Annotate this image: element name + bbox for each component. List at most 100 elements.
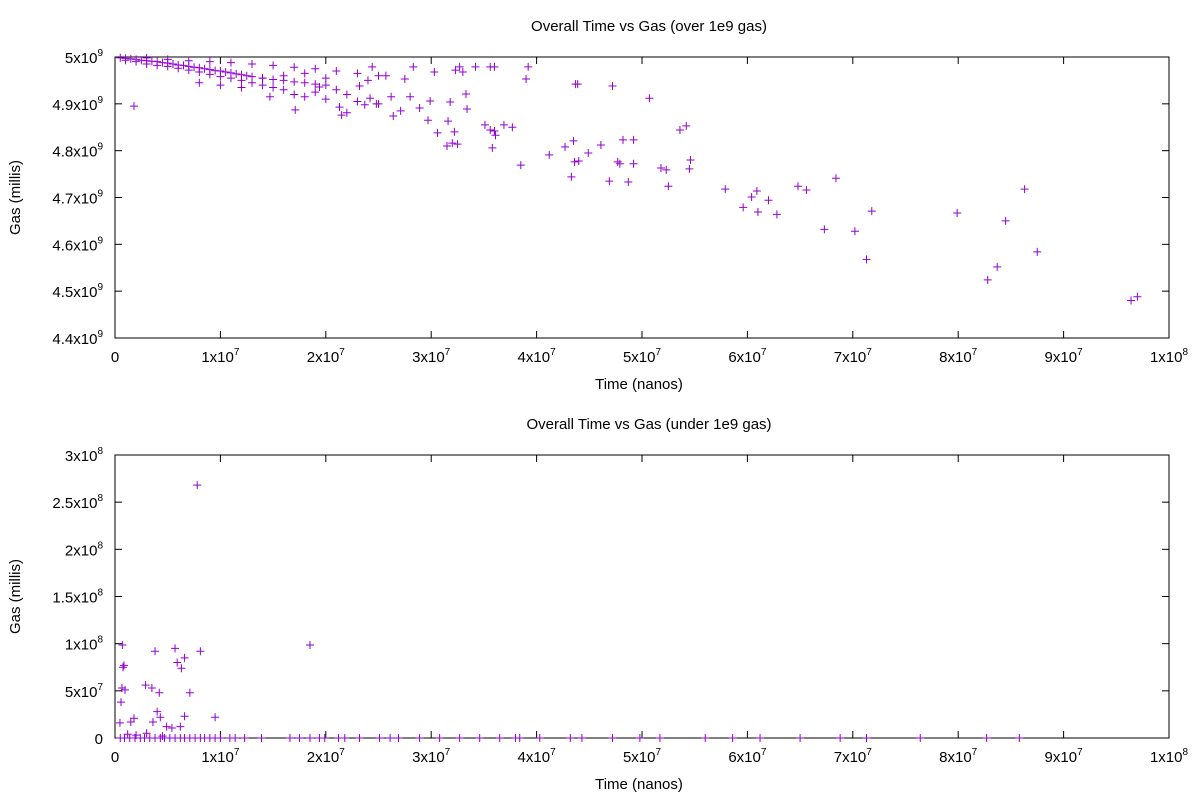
x-tick-label-exp: 7 [339, 347, 345, 358]
point [121, 56, 130, 65]
point [290, 63, 299, 72]
x-tick-label-base: 1x10 [1150, 749, 1183, 766]
y-tick-label-base: 1x10 [65, 637, 98, 654]
x-tick-label: 1x107 [201, 347, 240, 366]
point [168, 60, 177, 69]
y-tick-label: 4.4x109 [52, 329, 103, 348]
point [458, 67, 467, 76]
y-tick-label: 4.6x109 [52, 235, 103, 254]
point [728, 734, 737, 742]
point [596, 141, 605, 150]
x-tick-label-exp: 7 [445, 347, 451, 358]
point [305, 734, 314, 742]
x-tick-label: 2x107 [307, 347, 346, 366]
point [332, 67, 341, 76]
point [488, 143, 497, 152]
y-tick-label-exp: 8 [97, 540, 103, 551]
y-tick-label-exp: 9 [97, 329, 103, 340]
point [337, 111, 346, 120]
x-tick-label-exp: 7 [1077, 347, 1083, 358]
point [982, 734, 991, 742]
y-tick-label-base: 4.8x10 [52, 144, 97, 161]
point [415, 104, 424, 113]
y-tick-label-exp: 9 [97, 48, 103, 59]
point [569, 136, 578, 145]
point [158, 732, 167, 741]
x-tick-label-exp: 7 [866, 747, 872, 758]
point [300, 69, 309, 78]
point [121, 685, 130, 694]
point [486, 126, 495, 135]
point [237, 83, 246, 92]
point [118, 640, 127, 649]
point [394, 734, 403, 742]
point [163, 55, 172, 64]
point [486, 62, 495, 71]
point [342, 108, 351, 117]
point [608, 82, 617, 91]
x-tick-label: 6x107 [728, 747, 767, 766]
x-tick-label: 0 [111, 749, 119, 766]
point [195, 67, 204, 76]
point [655, 734, 664, 742]
point [195, 78, 204, 87]
point [155, 688, 164, 697]
point [142, 53, 151, 62]
y-tick-label-base: 4.7x10 [52, 190, 97, 207]
x-tick-label-exp: 7 [234, 747, 240, 758]
point [584, 149, 593, 158]
point [747, 193, 756, 202]
point [147, 684, 156, 693]
point [216, 734, 225, 742]
point [375, 734, 384, 742]
x-tick-label-exp: 7 [761, 747, 767, 758]
point [664, 182, 673, 191]
x-tick-label-exp: 7 [234, 347, 240, 358]
point [129, 102, 138, 111]
x-tick-label: 5x107 [623, 747, 662, 766]
point [242, 71, 251, 80]
point [867, 207, 876, 216]
y-tick-label-exp: 8 [97, 446, 103, 457]
y-axis-label: Gas (millis) [7, 559, 24, 634]
x-tick-label-base: 5x10 [623, 749, 656, 766]
point [179, 61, 188, 70]
y-tick-label-base: 5x10 [65, 684, 98, 701]
point [426, 97, 435, 106]
point [151, 647, 160, 656]
point [381, 71, 390, 80]
point [685, 164, 694, 173]
point [475, 734, 484, 742]
point [355, 82, 364, 91]
point [793, 182, 802, 191]
point [386, 734, 395, 742]
point [163, 62, 172, 71]
point [635, 734, 644, 742]
point [574, 156, 583, 165]
y-tick-label: 4.8x109 [52, 141, 103, 160]
point [269, 61, 278, 70]
x-tick-label: 9x107 [1045, 747, 1084, 766]
x-tick-label-base: 3x10 [412, 349, 445, 366]
point [153, 707, 162, 716]
point [862, 734, 871, 742]
point [566, 734, 575, 742]
x-tick-label-exp: 7 [655, 347, 661, 358]
x-tick-label-base: 8x10 [939, 749, 972, 766]
point [237, 76, 246, 85]
point [221, 67, 230, 76]
x-tick-label: 4x107 [518, 747, 557, 766]
y-tick-label-exp: 7 [97, 681, 103, 692]
y-tick-label-exp: 9 [97, 235, 103, 246]
point [753, 208, 762, 217]
point [216, 81, 225, 90]
point [752, 186, 761, 195]
x-axis-label: Time (nanos) [595, 376, 683, 393]
point [342, 90, 351, 99]
x-tick-label: 4x107 [518, 347, 557, 366]
point [567, 172, 576, 181]
point [831, 174, 840, 183]
point [185, 688, 194, 697]
y-axis-label: Gas (millis) [7, 160, 24, 235]
